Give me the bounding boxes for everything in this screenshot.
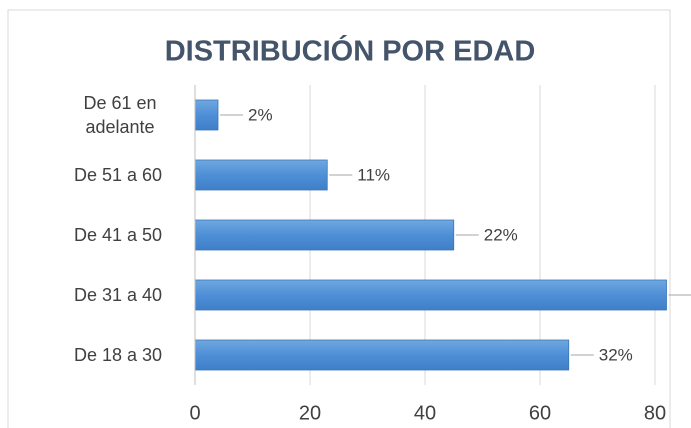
bar (194, 99, 219, 131)
x-tick-label: 0 (189, 402, 200, 424)
data-label: 32% (599, 345, 633, 364)
y-tick-label: De 61 en adelante (83, 93, 157, 137)
x-tick-label: 20 (299, 402, 321, 424)
y-tick-label: De 18 a 30 (73, 345, 163, 365)
y-tick-label: De 31 a 40 (73, 285, 163, 305)
x-tick-label: 60 (529, 402, 551, 424)
bar (194, 339, 570, 371)
x-tick-label: 40 (414, 402, 436, 424)
y-tick-label: De 51 a 60 (73, 165, 163, 185)
bar (194, 219, 455, 251)
chart-title: DISTRIBUCIÓN POR EDAD (165, 34, 536, 68)
data-label: 2% (248, 105, 273, 124)
bar (194, 159, 328, 191)
bar (194, 279, 667, 311)
data-label: 11% (357, 165, 390, 184)
chart-border (7, 9, 671, 428)
y-tick-label: De 41 a 50 (73, 225, 163, 245)
data-label: 22% (484, 225, 518, 244)
x-tick-label: 80 (644, 402, 666, 424)
